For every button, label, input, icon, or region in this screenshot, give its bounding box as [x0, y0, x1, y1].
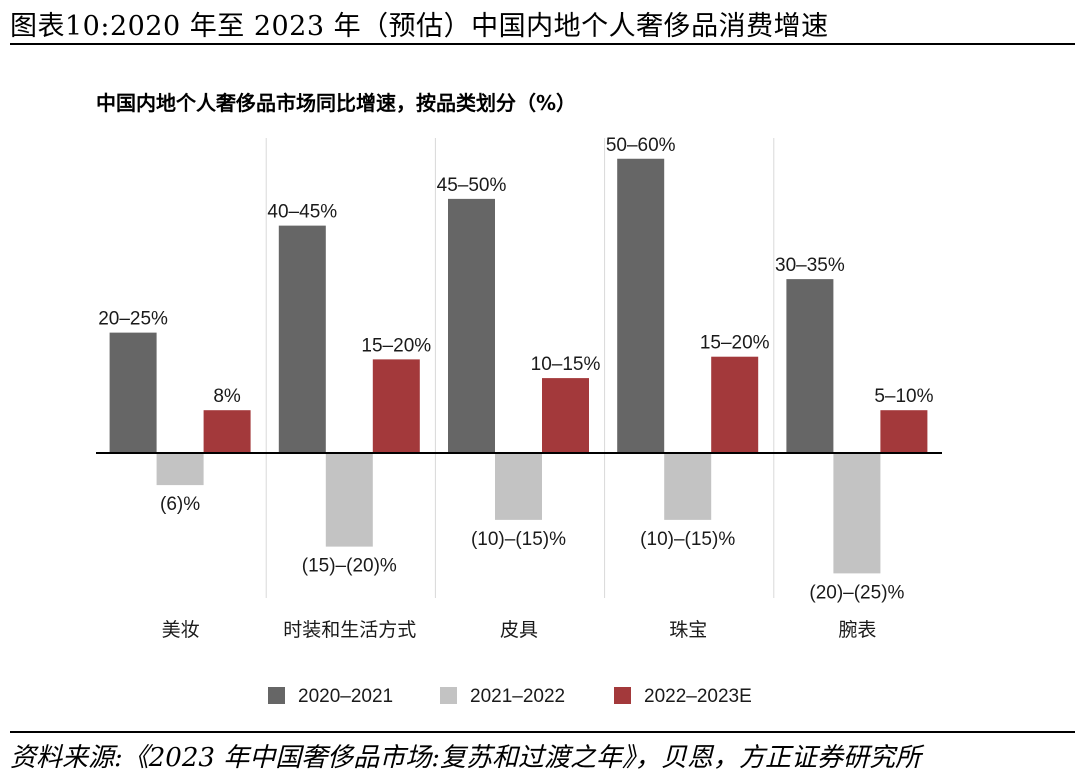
legend-swatch — [268, 687, 285, 704]
category-label: 皮具 — [500, 619, 538, 641]
data-label: (20)–(25)% — [809, 582, 904, 603]
data-label: (10)–(15)% — [471, 529, 566, 550]
bar — [203, 410, 251, 453]
data-labels-group: 20–25% (6)% 8% 40–45% (15)–(20)% 15–20% 45–50%… — [98, 135, 933, 604]
source-note: 资料来源:《2023 年中国奢侈品市场:复苏和过渡之年》，贝恩，方正证券研究所 — [10, 743, 921, 773]
data-label: 8% — [213, 386, 241, 407]
figure-title: 图表10:2020 年至 2023 年（预估）中国内地个人奢侈品消费增速 — [10, 11, 829, 42]
bar — [786, 279, 834, 453]
category-labels-group: 美妆 时装和生活方式 皮具 珠宝 腕表 — [162, 619, 877, 641]
bar — [711, 356, 759, 453]
category-label: 腕表 — [838, 619, 876, 641]
category-label: 美妆 — [162, 619, 200, 641]
bar — [156, 453, 204, 486]
chart-title: 中国内地个人奢侈品市场同比增速，按品类划分（%） — [96, 91, 576, 115]
bar — [372, 359, 420, 453]
data-label: 20–25% — [98, 309, 168, 330]
top-rule — [10, 43, 1075, 45]
bar — [278, 225, 326, 453]
bar — [495, 453, 542, 520]
legend: 2020–2021 2021–2022 2022–2023E — [268, 686, 752, 707]
category-label: 时装和生活方式 — [283, 619, 416, 641]
legend-label: 2021–2022 — [470, 686, 565, 707]
legend-label: 2022–2023E — [644, 686, 752, 707]
data-label: 15–20% — [700, 333, 770, 354]
bar — [880, 410, 928, 453]
data-label: 50–60% — [606, 135, 676, 156]
bars-group — [109, 158, 928, 574]
data-label: 15–20% — [361, 335, 431, 356]
bar — [617, 158, 665, 453]
legend-swatch — [440, 687, 457, 704]
bar — [109, 332, 157, 453]
bar — [325, 453, 373, 547]
bar — [833, 453, 881, 574]
category-separators — [265, 138, 775, 598]
data-label: (6)% — [160, 494, 200, 515]
bottom-rule — [10, 731, 1075, 733]
data-label: 45–50% — [437, 175, 507, 196]
data-label: 30–35% — [775, 255, 845, 276]
legend-swatch — [614, 687, 631, 704]
data-label: (10)–(15)% — [640, 529, 735, 550]
data-label: (15)–(20)% — [302, 556, 397, 577]
legend-label: 2020–2021 — [298, 686, 393, 707]
bar — [542, 378, 589, 453]
category-label: 珠宝 — [669, 619, 707, 641]
data-label: 10–15% — [531, 354, 601, 375]
bar — [448, 198, 495, 453]
data-label: 40–45% — [267, 202, 337, 223]
data-label: 5–10% — [874, 386, 933, 407]
bar — [664, 453, 712, 520]
